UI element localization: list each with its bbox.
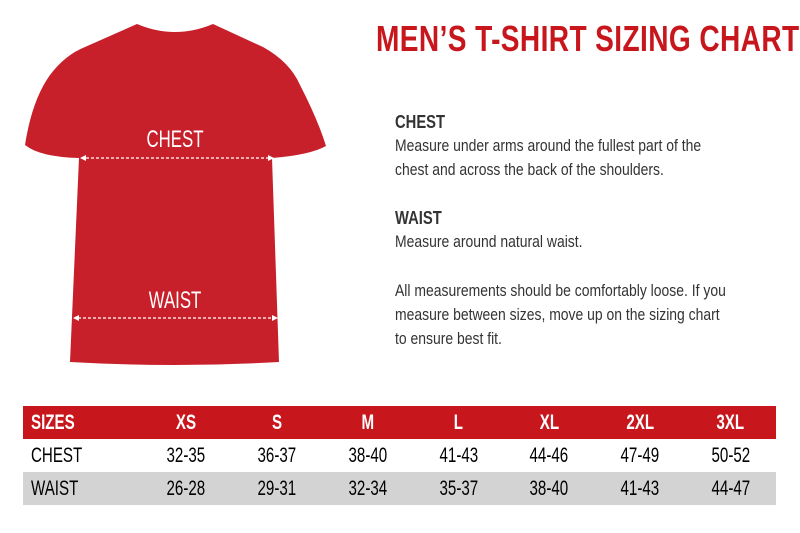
table-cell: 36-37 (257, 443, 297, 467)
table-cell: 32-34 (322, 472, 414, 505)
tshirt-shape (25, 24, 326, 365)
page-title: MEN’S T-SHIRT SIZING CHART (376, 18, 800, 59)
waist-label: WAIST (148, 287, 202, 314)
table-cell: 44-46 (529, 443, 569, 467)
table-cell: 41-43 (594, 472, 686, 505)
note-line: All measurements should be comfortably l… (395, 281, 726, 300)
header-cell: L (413, 406, 504, 439)
note-line: measure between sizes, move up on the si… (395, 305, 720, 324)
header-cell: S (231, 406, 323, 439)
header-cell: XL (503, 406, 595, 439)
header-cell: M (322, 406, 414, 439)
arrow-right-icon (268, 155, 274, 161)
header-cell: SIZES (23, 406, 141, 439)
row-label: CHEST (31, 443, 83, 467)
tshirt-illustration (25, 24, 326, 365)
chest-heading: CHEST (395, 112, 446, 132)
header-cell: 3XL (685, 406, 776, 439)
arrow-right-icon (272, 315, 278, 321)
waist-section: WAIST Measure around natural waist. (395, 206, 756, 254)
waist-heading: WAIST (395, 208, 442, 228)
table-cell: 41-43 (439, 443, 478, 467)
table-row: CHEST 32-35 36-37 38-40 41-43 44-46 47-4… (23, 439, 776, 472)
chest-text-line: chest and across the back of the shoulde… (395, 160, 664, 179)
table-row: WAIST 26-28 29-31 32-34 35-37 38-40 41-4… (23, 472, 776, 505)
header-cell: XS (141, 406, 232, 439)
table-cell: 35-37 (413, 472, 504, 505)
header-cell: 2XL (594, 406, 686, 439)
table-cell: 47-49 (620, 443, 660, 467)
table-header-row: SIZES XS S M L XL 2XL 3XL (23, 406, 776, 439)
size-table: SIZES XS S M L XL 2XL 3XL CHEST 32-35 36… (23, 406, 776, 505)
fit-note: All measurements should be comfortably l… (395, 279, 756, 351)
arrow-left-icon (73, 315, 79, 321)
chest-label: CHEST (146, 126, 204, 153)
note-line: to ensure best fit. (395, 329, 502, 348)
table-cell: 44-47 (685, 472, 776, 505)
table-cell: 38-40 (348, 443, 388, 467)
row-label: WAIST (23, 472, 141, 505)
chest-section: CHEST Measure under arms around the full… (395, 110, 756, 182)
table-cell: 29-31 (231, 472, 323, 505)
table-cell: 38-40 (503, 472, 595, 505)
table-cell: 26-28 (141, 472, 232, 505)
table-cell: 32-35 (167, 443, 206, 467)
table-cell: 50-52 (711, 443, 750, 467)
waist-text-line: Measure around natural waist. (395, 232, 583, 251)
arrow-left-icon (80, 155, 86, 161)
chest-text-line: Measure under arms around the fullest pa… (395, 136, 702, 155)
